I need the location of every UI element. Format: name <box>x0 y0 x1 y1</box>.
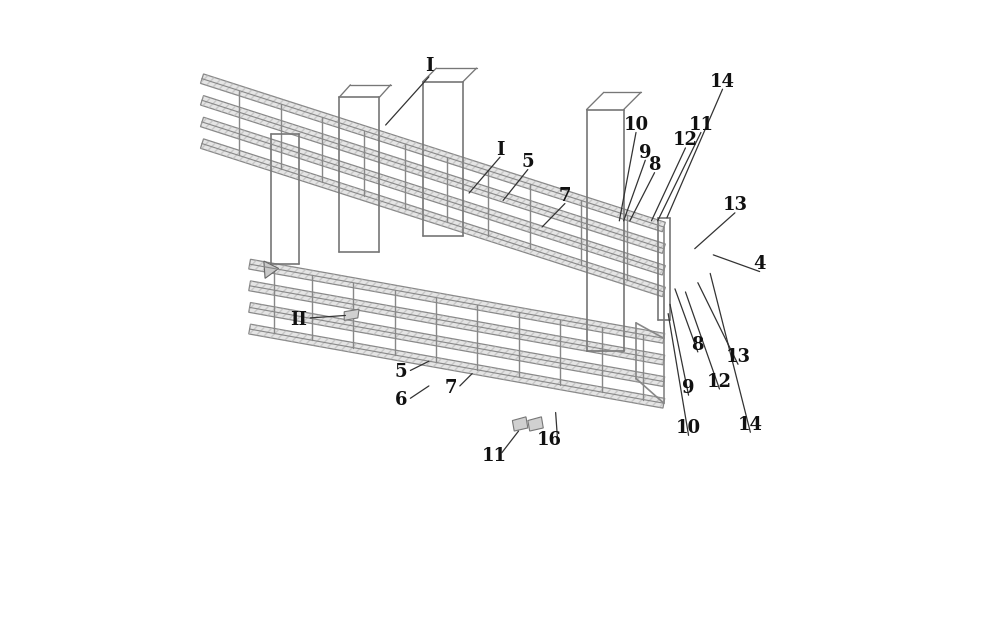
Text: 10: 10 <box>676 419 701 437</box>
Text: 9: 9 <box>682 379 695 397</box>
Text: I: I <box>496 141 504 159</box>
Polygon shape <box>249 259 665 343</box>
Text: 12: 12 <box>673 132 698 150</box>
Text: 16: 16 <box>537 432 562 450</box>
Text: 7: 7 <box>444 379 457 397</box>
Polygon shape <box>344 309 359 320</box>
Text: 11: 11 <box>481 446 506 465</box>
Text: 11: 11 <box>688 116 713 134</box>
Text: 8: 8 <box>692 335 704 353</box>
Text: 4: 4 <box>753 255 766 273</box>
Text: 8: 8 <box>648 156 661 175</box>
Text: 10: 10 <box>623 116 649 134</box>
Polygon shape <box>201 139 665 297</box>
Polygon shape <box>249 281 665 365</box>
Polygon shape <box>264 261 279 278</box>
Text: 9: 9 <box>639 144 652 162</box>
Polygon shape <box>512 417 528 431</box>
Text: 5: 5 <box>522 153 534 171</box>
Polygon shape <box>249 302 665 386</box>
Polygon shape <box>201 117 665 275</box>
Text: 13: 13 <box>726 348 751 366</box>
Polygon shape <box>249 324 665 408</box>
Polygon shape <box>528 417 543 431</box>
Text: 7: 7 <box>559 187 571 205</box>
Text: 12: 12 <box>707 373 732 391</box>
Text: I: I <box>425 57 433 75</box>
Text: 5: 5 <box>395 363 407 381</box>
Text: 14: 14 <box>710 73 735 91</box>
Text: 6: 6 <box>395 391 407 409</box>
Text: 13: 13 <box>722 196 747 214</box>
Polygon shape <box>201 96 665 253</box>
Text: 14: 14 <box>738 416 763 434</box>
Text: II: II <box>291 310 308 329</box>
Polygon shape <box>201 74 665 232</box>
